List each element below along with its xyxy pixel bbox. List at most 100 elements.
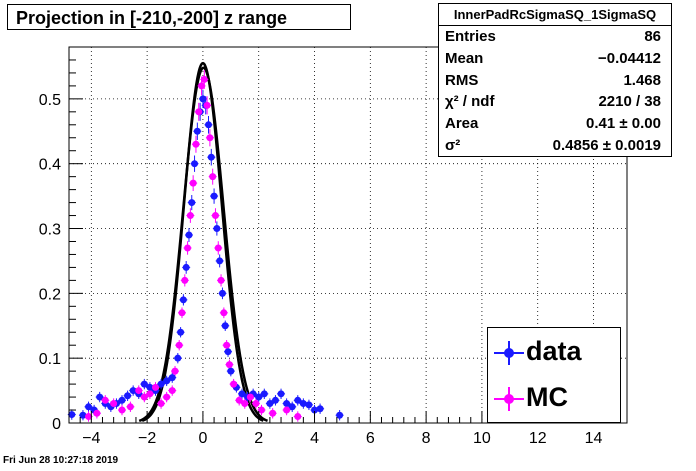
- data-point: [223, 341, 231, 349]
- data-point: [151, 383, 159, 391]
- x-tick-label: −2: [138, 430, 156, 447]
- stats-label: χ² / ndf: [445, 93, 495, 111]
- y-tick-label: 0.2: [39, 286, 61, 303]
- data-point: [79, 411, 87, 419]
- data-point: [85, 413, 93, 421]
- data-point: [211, 212, 219, 220]
- data-points: [68, 75, 344, 421]
- data-point: [213, 225, 221, 233]
- stats-title: InnerPadRcSigmaSQ_1SigmaSQ: [439, 4, 671, 26]
- x-tick-label: 6: [366, 430, 375, 447]
- data-point: [157, 400, 165, 408]
- data-point: [269, 409, 277, 417]
- data-point: [277, 390, 285, 398]
- data-point: [118, 396, 126, 404]
- data-point: [189, 179, 197, 187]
- data-point: [316, 405, 324, 413]
- stats-box: InnerPadRcSigmaSQ_1SigmaSQ Entries 86 Me…: [438, 3, 672, 157]
- stats-value: 0.41 ± 0.00: [586, 115, 661, 133]
- data-point: [246, 393, 254, 401]
- data-point: [209, 173, 217, 181]
- data-point: [126, 403, 134, 411]
- data-point: [93, 409, 101, 417]
- stats-row-mean: Mean −0.04412: [439, 48, 671, 70]
- stats-row-chi2: χ² / ndf 2210 / 38: [439, 91, 671, 113]
- legend: data MC: [487, 327, 621, 423]
- data-point: [181, 276, 189, 284]
- legend-marker-icon: [504, 348, 514, 358]
- data-point: [135, 387, 143, 395]
- stats-row-area: Area 0.41 ± 0.00: [439, 113, 671, 135]
- data-point: [199, 95, 207, 103]
- data-point: [171, 367, 179, 375]
- data-point: [168, 387, 176, 395]
- stats-value: 86: [644, 28, 661, 45]
- plot-title: Projection in [-210,-200] z range: [7, 4, 351, 30]
- fit-curves: [138, 61, 268, 423]
- data-point: [185, 231, 193, 239]
- data-point: [200, 75, 208, 83]
- x-tick-label: 12: [529, 430, 547, 447]
- data-point: [179, 296, 187, 304]
- stats-value: 2210 / 38: [598, 93, 661, 111]
- stats-row-sigma2: σ² 0.4856 ± 0.0019: [439, 135, 671, 157]
- stats-label: Mean: [445, 49, 484, 67]
- legend-label: MC: [526, 382, 568, 412]
- data-point: [294, 396, 302, 404]
- stats-row-rms: RMS 1.468: [439, 70, 671, 92]
- grid: [69, 47, 627, 423]
- x-tick-label: 10: [473, 430, 491, 447]
- data-point: [129, 387, 137, 395]
- data-point: [283, 400, 291, 408]
- stats-label: Entries: [445, 28, 496, 45]
- legend-label: data: [526, 336, 582, 366]
- data-point: [230, 380, 238, 388]
- y-tick-label: 0.4: [39, 157, 61, 174]
- data-point: [266, 400, 274, 408]
- legend-item-mc: MC: [488, 377, 620, 423]
- data-point: [224, 348, 232, 356]
- data-point: [96, 393, 104, 401]
- data-point: [124, 392, 132, 400]
- data-point: [174, 354, 182, 362]
- data-point: [157, 380, 165, 388]
- data-point: [195, 108, 203, 116]
- stats-row-entries: Entries 86: [439, 26, 671, 48]
- data-point: [235, 396, 243, 404]
- data-point: [216, 257, 224, 265]
- data-point: [118, 406, 126, 414]
- data-point: [238, 390, 246, 398]
- data-point: [294, 413, 302, 421]
- data-point: [110, 400, 118, 408]
- data-point: [140, 380, 148, 388]
- data-point: [218, 289, 226, 297]
- data-point: [193, 127, 201, 135]
- data-point: [283, 406, 291, 414]
- data-point: [210, 192, 218, 200]
- data-point: [140, 393, 148, 401]
- x-tick-label: 0: [198, 430, 207, 447]
- data-point: [146, 390, 154, 398]
- data-point: [220, 309, 228, 317]
- data-point: [186, 212, 194, 220]
- data-point: [241, 400, 249, 408]
- stats-value: −0.04412: [598, 49, 661, 67]
- data-point: [217, 276, 225, 284]
- y-tick-label: 0: [52, 416, 61, 433]
- data-point: [299, 400, 307, 408]
- stats-label: σ²: [445, 136, 461, 154]
- data-point: [255, 393, 263, 401]
- data-point: [336, 411, 344, 419]
- legend-item-data: data: [488, 331, 620, 377]
- data-point: [205, 121, 212, 129]
- data-point: [101, 396, 109, 404]
- timestamp: Fri Jun 28 10:27:18 2019: [3, 455, 119, 466]
- data-point: [198, 82, 206, 90]
- data-point: [163, 377, 171, 385]
- data-point: [191, 160, 199, 168]
- data-point: [184, 244, 192, 252]
- data-point: [192, 140, 200, 148]
- data-point: [206, 134, 214, 142]
- data-point: [225, 361, 233, 369]
- data-point: [258, 406, 266, 414]
